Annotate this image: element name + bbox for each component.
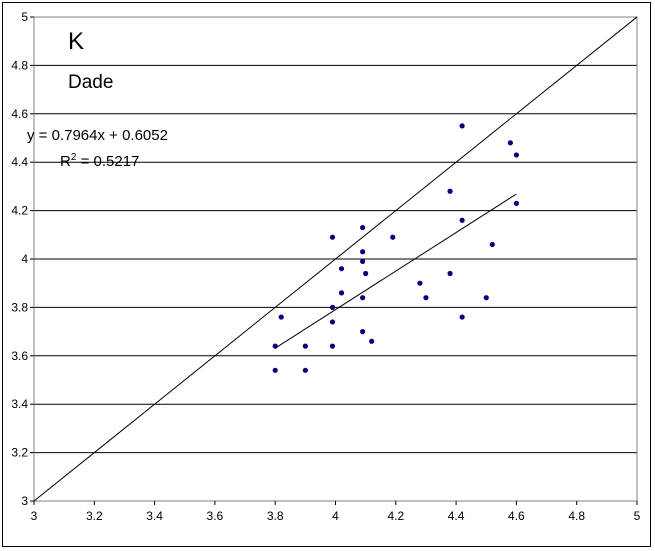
data-point bbox=[302, 367, 308, 373]
x-tick-label: 4.4 bbox=[448, 509, 465, 523]
x-tick-label: 4.2 bbox=[387, 509, 404, 523]
r-squared-label: R2 = 0.5217 bbox=[60, 152, 139, 170]
x-tick-label: 3.6 bbox=[207, 509, 224, 523]
data-point bbox=[513, 200, 520, 206]
y-tick-label: 3.6 bbox=[11, 349, 28, 363]
data-point bbox=[459, 217, 465, 223]
trendline-equation: y = 0.7964x + 0.6052 bbox=[27, 127, 168, 144]
gridlines bbox=[34, 16, 637, 454]
y-tick-label: 3.2 bbox=[11, 446, 28, 460]
y-tick-label: 4.2 bbox=[11, 204, 28, 218]
x-tick-label: 5 bbox=[634, 509, 641, 523]
r-squared-superscript: 2 bbox=[71, 152, 77, 163]
x-tick-label: 3.8 bbox=[267, 509, 284, 523]
chart-subtitle: Dade bbox=[68, 72, 113, 93]
x-tick-label: 4.6 bbox=[508, 509, 525, 523]
trendline-group bbox=[274, 193, 517, 349]
data-point bbox=[489, 241, 495, 248]
y-axis-ticks: 3 3.2 3.4 3.6 3.8 4 4.2 4.4 4.6 4.8 5 bbox=[11, 10, 34, 508]
data-points bbox=[272, 123, 520, 373]
y-tick-label: 3 bbox=[21, 494, 28, 508]
data-point bbox=[329, 343, 336, 349]
reference-line-group bbox=[33, 16, 638, 502]
data-point bbox=[302, 343, 308, 349]
r-squared-value: = 0.5217 bbox=[76, 153, 139, 170]
data-point bbox=[459, 123, 465, 129]
x-tick-label: 4 bbox=[332, 509, 339, 523]
x-tick-label: 3 bbox=[31, 509, 38, 523]
data-point bbox=[338, 290, 345, 296]
data-point bbox=[369, 338, 375, 344]
data-point bbox=[278, 314, 284, 320]
data-point bbox=[329, 234, 336, 240]
y-tick-label: 4.6 bbox=[11, 107, 28, 121]
data-point bbox=[513, 152, 520, 158]
reference-line bbox=[33, 16, 638, 502]
data-point bbox=[338, 266, 345, 272]
x-tick-label: 3.4 bbox=[146, 509, 163, 523]
data-point bbox=[363, 270, 369, 277]
trendline bbox=[274, 193, 517, 349]
y-tick-label: 4.4 bbox=[11, 155, 28, 169]
data-point bbox=[483, 295, 489, 301]
x-axis-ticks: 3 3.2 3.4 3.6 3.8 4 4.2 4.4 4.6 4.8 5 bbox=[31, 501, 641, 523]
data-point bbox=[360, 295, 366, 301]
x-tick-label: 4.8 bbox=[568, 509, 585, 523]
y-tick-label: 3.8 bbox=[11, 300, 28, 314]
data-point bbox=[360, 224, 366, 231]
data-point bbox=[390, 234, 396, 240]
data-point bbox=[272, 343, 278, 349]
data-point bbox=[507, 140, 513, 146]
y-tick-label: 5 bbox=[21, 10, 28, 24]
data-point bbox=[447, 188, 453, 194]
data-point bbox=[360, 258, 366, 265]
r-squared-prefix: R bbox=[60, 153, 71, 170]
y-tick-label: 3.4 bbox=[11, 397, 28, 411]
data-point bbox=[417, 280, 423, 286]
data-point bbox=[423, 295, 429, 301]
data-point bbox=[272, 367, 278, 373]
data-point bbox=[329, 319, 336, 325]
data-point bbox=[360, 249, 366, 255]
data-point bbox=[447, 270, 453, 277]
data-point bbox=[459, 314, 465, 320]
data-point bbox=[329, 304, 336, 310]
chart-title: K bbox=[68, 28, 84, 55]
data-point bbox=[360, 329, 366, 335]
y-tick-label: 4 bbox=[21, 252, 28, 266]
y-tick-label: 4.8 bbox=[11, 58, 28, 72]
x-tick-label: 3.2 bbox=[86, 509, 103, 523]
